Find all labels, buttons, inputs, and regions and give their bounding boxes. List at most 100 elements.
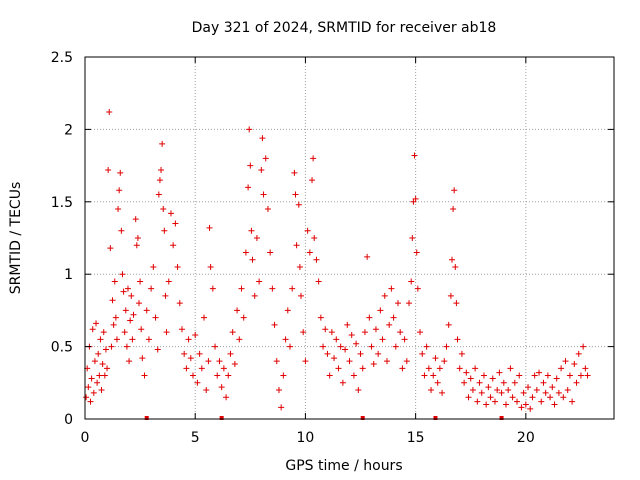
data-point bbox=[533, 387, 540, 394]
data-point bbox=[269, 285, 276, 292]
data-point bbox=[364, 253, 371, 260]
data-point bbox=[105, 166, 112, 173]
data-point bbox=[95, 350, 102, 357]
data-point bbox=[411, 152, 418, 159]
data-point bbox=[242, 249, 249, 256]
data-point bbox=[507, 365, 514, 372]
data-point bbox=[289, 285, 296, 292]
data-point bbox=[518, 404, 525, 411]
data-point bbox=[406, 300, 413, 307]
data-point bbox=[412, 195, 419, 202]
data-point bbox=[443, 343, 450, 350]
data-point bbox=[115, 206, 122, 213]
data-point bbox=[476, 379, 483, 386]
data-point bbox=[249, 256, 256, 263]
data-point bbox=[421, 372, 428, 379]
data-point bbox=[584, 372, 591, 379]
data-point bbox=[122, 307, 129, 314]
data-point bbox=[225, 372, 232, 379]
data-point bbox=[434, 379, 441, 386]
data-point bbox=[377, 307, 384, 314]
bottom-marker bbox=[360, 416, 365, 420]
data-point bbox=[291, 169, 298, 176]
data-point bbox=[324, 350, 331, 357]
data-point bbox=[162, 292, 169, 299]
data-point bbox=[491, 398, 498, 405]
data-point bbox=[483, 401, 490, 408]
data-point bbox=[218, 384, 225, 391]
data-point bbox=[117, 169, 124, 176]
x-axis-label: GPS time / hours bbox=[285, 458, 402, 474]
data-point bbox=[87, 398, 94, 405]
data-point bbox=[392, 343, 399, 350]
data-point bbox=[448, 256, 455, 263]
data-point bbox=[253, 235, 260, 241]
data-point bbox=[223, 394, 230, 401]
data-point bbox=[102, 346, 109, 353]
data-point bbox=[394, 300, 401, 307]
plot-frame bbox=[84, 56, 615, 420]
data-point bbox=[432, 355, 439, 362]
data-point bbox=[99, 360, 106, 367]
data-point bbox=[124, 285, 131, 292]
data-point bbox=[172, 220, 179, 227]
data-point bbox=[278, 404, 285, 411]
data-point bbox=[403, 358, 410, 365]
data-point bbox=[205, 358, 212, 365]
data-point bbox=[280, 372, 287, 379]
data-point bbox=[547, 394, 554, 401]
data-point bbox=[192, 332, 199, 339]
data-point bbox=[558, 365, 565, 372]
data-point bbox=[381, 292, 388, 299]
data-point bbox=[372, 326, 379, 333]
data-point bbox=[106, 109, 113, 116]
data-point bbox=[454, 336, 461, 343]
data-point bbox=[251, 292, 258, 299]
data-point bbox=[112, 314, 119, 321]
data-point bbox=[375, 350, 382, 357]
x-tick-label: 10 bbox=[297, 430, 315, 446]
data-point bbox=[292, 191, 299, 198]
data-point bbox=[423, 343, 430, 350]
data-point bbox=[118, 227, 125, 234]
data-point bbox=[322, 326, 329, 333]
data-point bbox=[445, 321, 452, 328]
data-point bbox=[132, 216, 139, 223]
data-point bbox=[388, 285, 395, 292]
bottom-markers bbox=[144, 416, 504, 420]
data-point bbox=[310, 155, 317, 162]
data-point bbox=[201, 314, 208, 321]
data-point bbox=[540, 379, 547, 386]
data-point bbox=[566, 372, 573, 379]
data-point bbox=[447, 292, 454, 299]
data-point bbox=[196, 350, 203, 357]
grid-lines bbox=[85, 57, 614, 419]
data-point bbox=[163, 329, 170, 336]
data-point bbox=[165, 278, 172, 285]
data-point bbox=[315, 278, 322, 285]
data-point bbox=[236, 336, 243, 343]
data-point bbox=[309, 177, 316, 184]
data-point bbox=[258, 166, 265, 173]
x-tick-label: 5 bbox=[191, 430, 200, 446]
data-point bbox=[159, 140, 166, 147]
data-point bbox=[326, 372, 333, 379]
data-point bbox=[107, 245, 114, 252]
data-point bbox=[344, 321, 351, 328]
data-point bbox=[480, 372, 487, 379]
data-point bbox=[489, 375, 496, 382]
data-point bbox=[511, 379, 518, 386]
data-point bbox=[194, 379, 201, 386]
y-axis-label: SRMTID / TECUs bbox=[8, 182, 24, 295]
data-point bbox=[359, 365, 366, 372]
data-point bbox=[158, 166, 165, 173]
data-point bbox=[335, 365, 342, 372]
data-point bbox=[414, 285, 421, 292]
data-point bbox=[408, 278, 415, 285]
data-point bbox=[275, 387, 282, 394]
data-point bbox=[245, 184, 252, 191]
data-point bbox=[284, 307, 291, 314]
data-point bbox=[214, 372, 221, 379]
data-point bbox=[451, 187, 458, 194]
data-point bbox=[198, 365, 205, 372]
